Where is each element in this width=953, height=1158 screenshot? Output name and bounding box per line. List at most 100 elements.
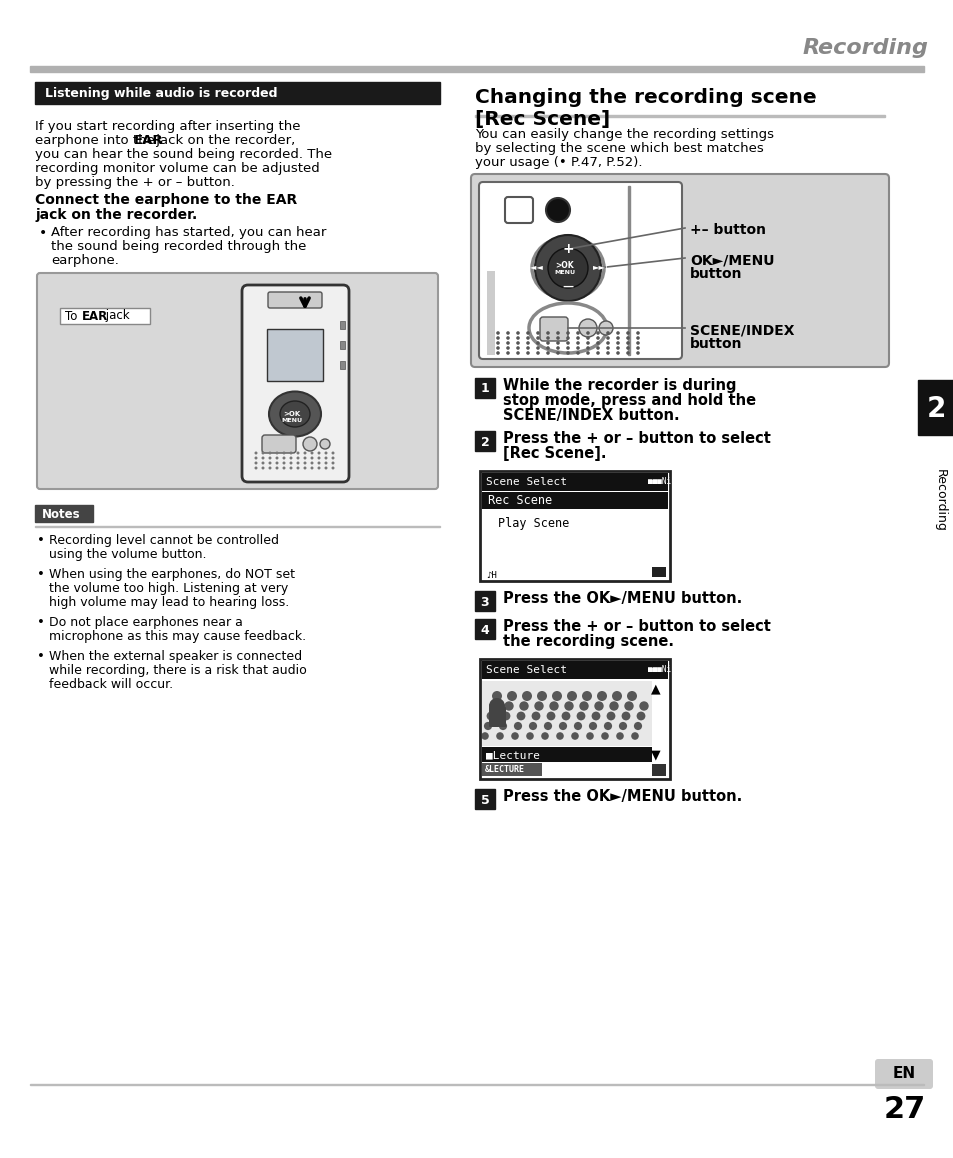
- Circle shape: [531, 712, 539, 720]
- Bar: [339, 340, 345, 349]
- Circle shape: [597, 691, 606, 701]
- Circle shape: [537, 691, 546, 701]
- Circle shape: [275, 462, 278, 464]
- Text: After recording has started, you can hear: After recording has started, you can hea…: [51, 226, 326, 239]
- Text: If you start recording after inserting the: If you start recording after inserting t…: [35, 120, 300, 133]
- Circle shape: [526, 342, 529, 345]
- Circle shape: [521, 691, 532, 701]
- Circle shape: [303, 437, 316, 450]
- Circle shape: [483, 721, 492, 730]
- Circle shape: [518, 702, 528, 711]
- Circle shape: [275, 467, 278, 469]
- Text: 3: 3: [480, 595, 489, 608]
- Circle shape: [517, 712, 525, 720]
- Circle shape: [496, 732, 503, 740]
- Text: your usage (• P.47, P.52).: your usage (• P.47, P.52).: [475, 156, 641, 169]
- Text: Press the OK►/MENU button.: Press the OK►/MENU button.: [502, 789, 741, 804]
- Text: Press the + or – button to select: Press the + or – button to select: [502, 431, 770, 446]
- Circle shape: [324, 456, 327, 460]
- Text: you can hear the sound being recorded. The: you can hear the sound being recorded. T…: [35, 148, 332, 161]
- Circle shape: [506, 346, 509, 350]
- Text: microphone as this may cause feedback.: microphone as this may cause feedback.: [49, 630, 306, 643]
- Circle shape: [275, 452, 278, 454]
- Circle shape: [603, 721, 612, 730]
- Bar: [917, 380, 953, 435]
- Circle shape: [566, 331, 569, 335]
- Circle shape: [268, 467, 272, 469]
- Circle shape: [605, 331, 609, 335]
- FancyBboxPatch shape: [504, 197, 533, 223]
- Circle shape: [623, 702, 633, 711]
- Text: button: button: [689, 267, 741, 281]
- Text: Scene Select: Scene Select: [485, 665, 566, 675]
- Circle shape: [546, 346, 549, 350]
- Circle shape: [268, 462, 272, 464]
- Circle shape: [261, 462, 264, 464]
- Circle shape: [576, 351, 579, 354]
- FancyBboxPatch shape: [489, 708, 505, 727]
- Circle shape: [310, 456, 314, 460]
- Text: +: +: [561, 242, 573, 256]
- Text: MENU: MENU: [281, 418, 302, 424]
- Circle shape: [598, 321, 613, 335]
- Text: |◄◄: |◄◄: [526, 264, 542, 272]
- Circle shape: [506, 342, 509, 345]
- Text: ►►|: ►►|: [593, 264, 608, 272]
- Circle shape: [331, 456, 335, 460]
- Circle shape: [585, 342, 589, 345]
- Text: 27: 27: [882, 1095, 925, 1124]
- Circle shape: [331, 462, 335, 464]
- Circle shape: [319, 439, 330, 449]
- Text: +– button: +– button: [689, 223, 765, 237]
- Text: ■Lecture: ■Lecture: [485, 750, 539, 760]
- Circle shape: [547, 248, 587, 288]
- Text: Rec Scene: Rec Scene: [488, 494, 552, 507]
- Circle shape: [566, 342, 569, 345]
- Circle shape: [546, 336, 549, 339]
- Text: 1: 1: [480, 382, 489, 396]
- Text: •: •: [37, 534, 45, 547]
- Circle shape: [535, 235, 600, 301]
- Circle shape: [609, 702, 618, 711]
- Text: jack on the recorder.: jack on the recorder.: [35, 208, 197, 222]
- Text: the recording scene.: the recording scene.: [502, 633, 673, 648]
- Bar: [475, 591, 495, 611]
- Circle shape: [501, 712, 510, 720]
- Bar: [475, 620, 495, 639]
- Circle shape: [556, 336, 559, 339]
- Text: SCENE/INDEX: SCENE/INDEX: [689, 323, 794, 337]
- Text: button: button: [689, 337, 741, 351]
- Circle shape: [310, 462, 314, 464]
- Circle shape: [636, 712, 645, 720]
- Circle shape: [289, 456, 293, 460]
- Circle shape: [612, 691, 621, 701]
- Text: EAR: EAR: [82, 309, 108, 322]
- Circle shape: [576, 712, 585, 720]
- Bar: [481, 681, 651, 746]
- Circle shape: [596, 342, 599, 345]
- Circle shape: [546, 351, 549, 354]
- Circle shape: [571, 732, 578, 740]
- Text: earphone.: earphone.: [51, 254, 119, 267]
- FancyBboxPatch shape: [262, 435, 295, 453]
- Circle shape: [616, 346, 619, 350]
- Circle shape: [317, 452, 320, 454]
- Circle shape: [324, 452, 327, 454]
- Bar: [479, 659, 669, 779]
- Circle shape: [556, 351, 559, 354]
- Circle shape: [566, 691, 577, 701]
- Circle shape: [254, 462, 257, 464]
- Bar: [475, 431, 495, 450]
- Bar: [481, 747, 651, 762]
- Circle shape: [492, 691, 501, 701]
- Bar: [339, 361, 345, 369]
- Text: while recording, there is a risk that audio: while recording, there is a risk that au…: [49, 664, 307, 677]
- Bar: [481, 472, 667, 491]
- Circle shape: [317, 462, 320, 464]
- Circle shape: [591, 712, 599, 720]
- Text: ♪H: ♪H: [485, 571, 497, 579]
- Circle shape: [303, 456, 306, 460]
- Circle shape: [275, 456, 278, 460]
- Circle shape: [254, 467, 257, 469]
- Text: When the external speaker is connected: When the external speaker is connected: [49, 650, 302, 664]
